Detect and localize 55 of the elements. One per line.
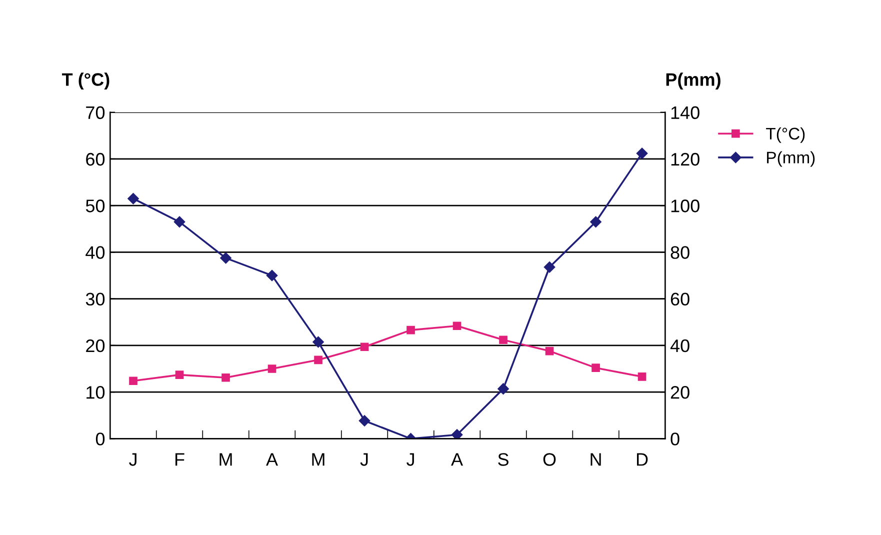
- y2-tick-label: 80: [670, 246, 690, 259]
- x-tick-label: M: [220, 453, 232, 466]
- x-tick-label: O: [543, 453, 556, 466]
- y2-tick-label: 120: [671, 152, 700, 166]
- legend-label: T(°C): [766, 127, 805, 143]
- point: [498, 383, 509, 394]
- y2-tick-label: 60: [670, 292, 690, 306]
- point: [636, 148, 648, 159]
- x-tick-label: M: [312, 453, 324, 466]
- y2-axis-title: P(mm): [666, 72, 720, 90]
- point: [222, 373, 230, 382]
- point: [452, 322, 462, 330]
- point: [590, 216, 602, 228]
- x-tick-label: F: [175, 453, 184, 466]
- y-axis-title: T (°C): [62, 72, 110, 90]
- point: [360, 342, 369, 352]
- y-tick-label: 40: [86, 246, 105, 259]
- point: [545, 346, 554, 356]
- legend-label: P(mm): [767, 151, 815, 167]
- y-tick-label: 50: [86, 200, 105, 212]
- x-tick-label: D: [636, 453, 648, 466]
- point: [544, 262, 556, 273]
- y2-tick-label: 140: [671, 106, 700, 120]
- y2-tick-label: 0: [670, 432, 680, 446]
- y-tick-label: 20: [86, 339, 105, 352]
- y2-tick-label: 100: [671, 200, 700, 212]
- x-tick-label: J: [129, 453, 136, 466]
- x-tick-label: S: [498, 453, 508, 466]
- point: [312, 336, 324, 348]
- point: [268, 364, 276, 373]
- x-tick-label: A: [266, 453, 278, 466]
- point: [266, 270, 278, 282]
- y2-tick-label: 20: [670, 386, 690, 399]
- point: [358, 415, 370, 426]
- point: [129, 376, 138, 386]
- point: [128, 192, 139, 204]
- y-tick-label: 70: [86, 106, 105, 120]
- x-tick-label: J: [360, 453, 368, 466]
- x-tick-label: A: [451, 453, 464, 466]
- x-tick-label: J: [406, 453, 414, 466]
- point: [314, 356, 322, 364]
- point: [638, 372, 646, 381]
- y-tick-label: 60: [86, 152, 105, 166]
- point: [220, 252, 232, 264]
- x-tick-label: N: [590, 453, 601, 466]
- y-tick-label: 0: [96, 432, 105, 446]
- point: [592, 364, 600, 372]
- point: [499, 336, 508, 344]
- point: [451, 429, 463, 439]
- y-tick-label: 30: [86, 292, 105, 306]
- y2-tick-label: 40: [670, 339, 690, 352]
- point: [406, 326, 415, 334]
- y-tick-label: 10: [86, 386, 105, 399]
- point: [175, 370, 184, 379]
- point: [174, 216, 186, 228]
